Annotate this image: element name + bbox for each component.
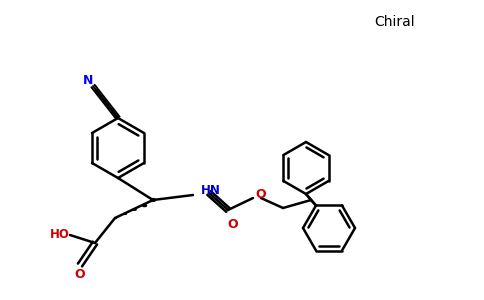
- Text: O: O: [75, 268, 85, 281]
- Text: O: O: [227, 218, 238, 232]
- Text: HO: HO: [50, 229, 70, 242]
- Text: Chiral: Chiral: [375, 15, 415, 29]
- Text: N: N: [83, 74, 93, 86]
- Text: HN: HN: [201, 184, 221, 197]
- Text: O: O: [256, 188, 266, 200]
